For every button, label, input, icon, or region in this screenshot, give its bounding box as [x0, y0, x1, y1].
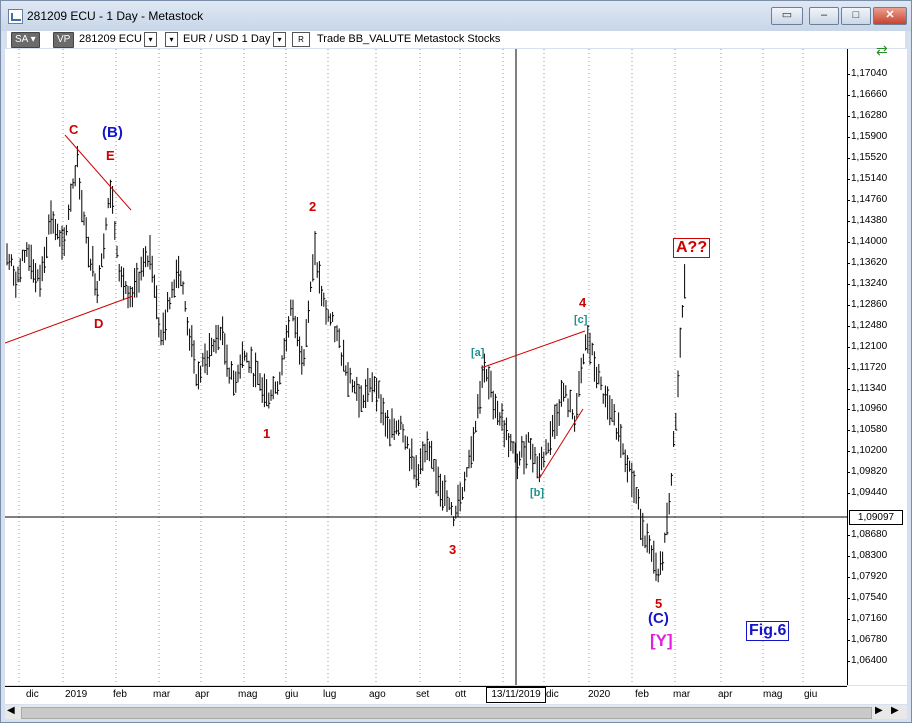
price-tick-label: 1,07920	[846, 571, 888, 582]
date-tick-label: feb	[635, 689, 649, 700]
price-tick-label: 1,13620	[846, 257, 888, 268]
price-tick-label: 1,12860	[846, 299, 888, 310]
sa-button[interactable]: SA ▾	[11, 32, 40, 48]
chart-canvas[interactable]	[5, 49, 847, 685]
scroll-end-arrow[interactable]: ▶	[891, 705, 899, 716]
scroll-right-arrow[interactable]: ▶	[875, 705, 883, 716]
price-tick-label: 1,13240	[846, 278, 888, 289]
title-bar[interactable]: 281209 ECU - 1 Day - Metastock ▭ ‒ □ ✕	[1, 1, 911, 31]
axis-corner	[847, 686, 907, 704]
scroll-left-arrow[interactable]: ◀	[7, 705, 15, 716]
date-tick-label: mar	[673, 689, 691, 700]
date-tick-label: ago	[369, 689, 386, 700]
wave-label-b-paren: (B)	[102, 124, 123, 141]
price-tick-label: 1,10200	[846, 445, 888, 456]
price-tick-label: 1,14380	[846, 215, 888, 226]
price-tick-label: 1,12100	[846, 341, 888, 352]
wave-label-a-bracket: [a]	[471, 347, 485, 359]
r-dropdown[interactable]: R	[292, 32, 310, 47]
price-tick-label: 1,10960	[846, 403, 888, 414]
price-tick-label: 1,08680	[846, 529, 888, 540]
date-tick-label: ott	[455, 689, 467, 700]
chart-app-icon	[8, 9, 23, 24]
price-tick-label: 1,09820	[846, 466, 888, 477]
price-tick-label: 1,12480	[846, 320, 888, 331]
wave-label-2: 2	[309, 199, 317, 214]
wave-label-c-paren: (C)	[648, 610, 669, 627]
wave-label-y: [Y]	[650, 631, 673, 650]
price-tick-label: 1,06780	[846, 634, 888, 645]
trend-line-c-e	[64, 134, 132, 211]
date-tick-label: 2020	[588, 689, 611, 700]
trend-line-a-c	[480, 330, 586, 369]
wave-label-a-question: A??	[673, 238, 711, 258]
minimize-button[interactable]: ‒	[809, 7, 839, 25]
arrange-icon[interactable]: ⇄	[876, 42, 888, 58]
symbol-label: 281209 ECU	[79, 33, 142, 45]
wave-label-d: D	[94, 316, 104, 331]
date-axis[interactable]: dic 2019 feb mar apr mag giu lug ago set ott dic 202…	[5, 686, 847, 704]
chart-toolbar: SA ▾ VP 281209 ECU ▾ ▾ EUR / USD 1 Day ▾…	[7, 31, 905, 48]
layout-info: Trade BB_VALUTE Metastock Stocks	[317, 33, 501, 45]
pair-period-label: EUR / USD 1 Day	[183, 33, 271, 45]
date-tick-label: dic	[546, 689, 559, 700]
price-tick-label: 1,14000	[846, 236, 888, 247]
price-tick-label: 1,10580	[846, 424, 888, 435]
date-tick-label: 2019	[65, 689, 88, 700]
wave-label-1: 1	[263, 426, 271, 441]
price-tick-label: 1,09440	[846, 487, 888, 498]
period-dropdown[interactable]: ▾	[273, 32, 286, 47]
trend-line-b	[538, 408, 584, 480]
date-tick-label: lug	[323, 689, 337, 700]
date-tick-label: giu	[804, 689, 818, 700]
symbol-dropdown[interactable]: ▾	[144, 32, 157, 47]
price-tick-label: 1,06400	[846, 655, 888, 666]
vp-button[interactable]: VP	[53, 32, 75, 48]
date-tick-label: mag	[238, 689, 258, 700]
price-tick-label: 1,16280	[846, 110, 888, 121]
cursor-date-marker: 13/11/2019	[486, 687, 546, 703]
date-tick-label: mar	[153, 689, 171, 700]
price-tick-label: 1,15140	[846, 173, 888, 184]
pair-dropdown[interactable]: ▾	[165, 32, 178, 47]
wave-label-4: 4	[579, 295, 587, 310]
wave-label-c: C	[69, 122, 79, 137]
price-tick-label: 1,07160	[846, 613, 888, 624]
horizontal-scrollbar[interactable]: ◀ ▶ ▶	[5, 705, 907, 719]
price-chart[interactable]: C (B) E D 2 1 3 4 5 [a] [b] [c] A?? (C) …	[5, 49, 847, 685]
figure-label: Fig.6	[746, 621, 790, 641]
date-tick-label: giu	[285, 689, 299, 700]
cursor-price-marker: 1,09097	[849, 510, 903, 525]
wave-label-3: 3	[449, 542, 457, 557]
price-tick-label: 1,11720	[846, 362, 887, 373]
date-tick-label: apr	[195, 689, 210, 700]
window-title: 281209 ECU - 1 Day - Metastock	[27, 9, 204, 23]
scroll-thumb[interactable]	[21, 707, 872, 719]
price-tick-label: 1,15900	[846, 131, 888, 142]
date-tick-label: dic	[26, 689, 39, 700]
restore-chart-button[interactable]: ▭	[771, 7, 803, 25]
price-axis[interactable]: 1,17040 1,16660 1,16280 1,15900 1,15520 1,151…	[846, 42, 907, 685]
wave-label-e: E	[106, 148, 115, 163]
date-tick-label: feb	[113, 689, 127, 700]
wave-label-b-bracket: [b]	[530, 487, 545, 499]
date-tick-label: set	[416, 689, 430, 700]
wave-label-5: 5	[655, 596, 663, 611]
price-tick-label: 1,11340	[846, 383, 887, 394]
price-tick-label: 1,14760	[846, 194, 888, 205]
close-button[interactable]: ✕	[873, 7, 907, 25]
trend-line-d	[5, 295, 134, 344]
wave-label-c-bracket: [c]	[574, 314, 588, 326]
price-tick-label: 1,17040	[846, 68, 888, 79]
date-axis-line	[5, 686, 847, 687]
price-tick-label: 1,07540	[846, 592, 888, 603]
axis-line	[847, 49, 848, 685]
date-tick-label: apr	[718, 689, 733, 700]
price-tick-label: 1,16660	[846, 89, 888, 100]
price-tick-label: 1,08300	[846, 550, 888, 561]
price-tick-label: 1,15520	[846, 152, 888, 163]
maximize-button[interactable]: □	[841, 7, 871, 25]
date-tick-label: mag	[763, 689, 783, 700]
